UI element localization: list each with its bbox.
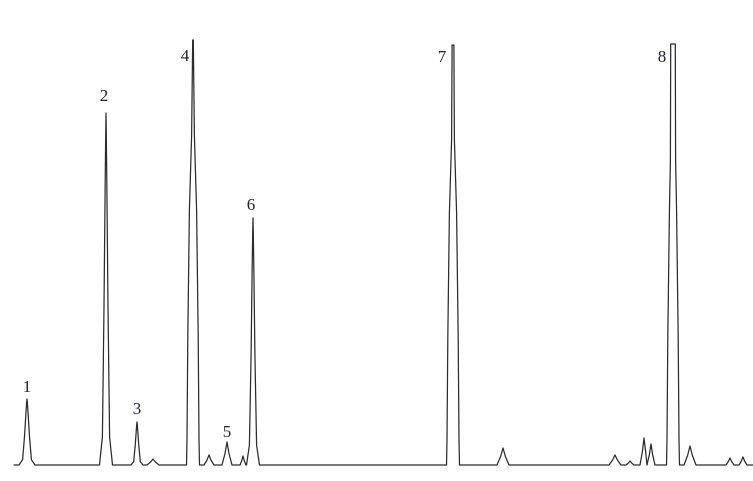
svg-text:6: 6 [247,195,256,214]
svg-text:8: 8 [658,47,667,66]
svg-text:7: 7 [438,47,447,66]
svg-text:5: 5 [223,422,232,441]
svg-text:1: 1 [23,377,32,396]
svg-text:4: 4 [181,46,190,65]
svg-text:3: 3 [133,399,142,418]
svg-text:2: 2 [100,86,109,105]
